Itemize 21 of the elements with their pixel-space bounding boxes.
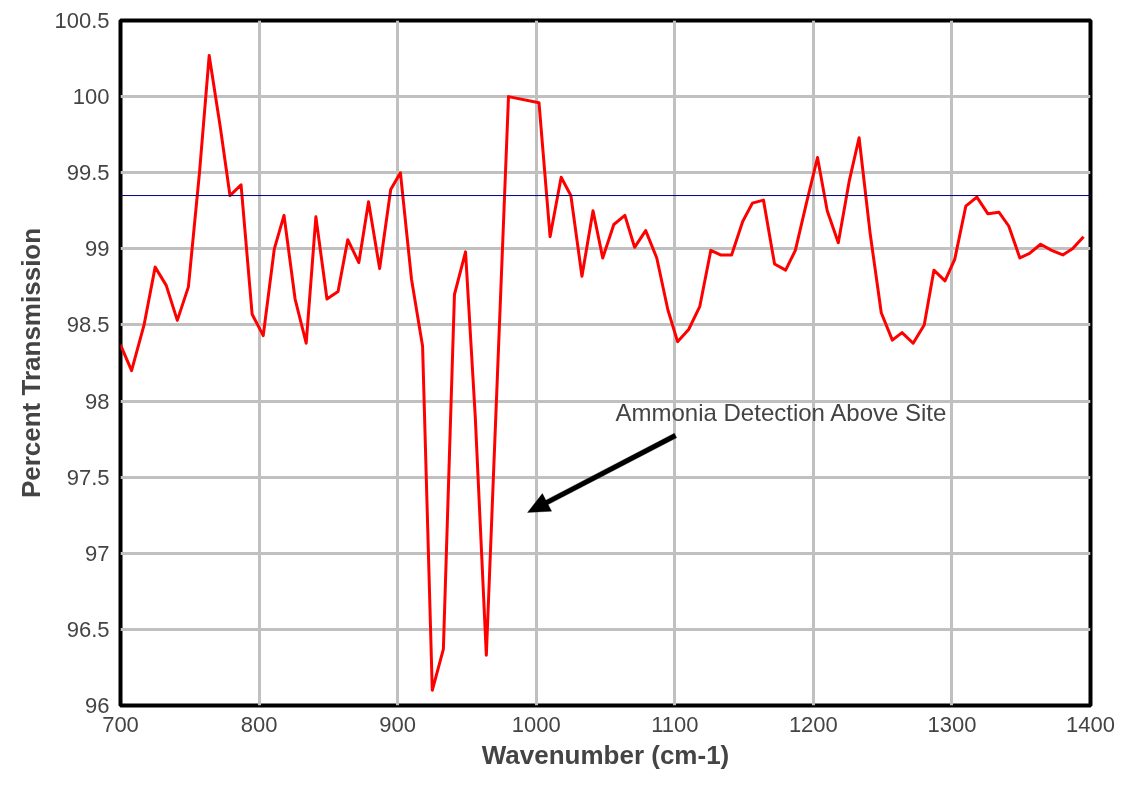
- y-tick-label: 99: [85, 236, 110, 262]
- y-axis-title: Percent Transmission: [16, 227, 47, 499]
- x-tick-label: 1100: [651, 711, 699, 737]
- y-tick-label: 99.5: [66, 160, 110, 186]
- x-tick-label: 800: [240, 711, 278, 737]
- y-tick-label: 96: [85, 693, 110, 718]
- y-tick-label: 98: [85, 388, 110, 414]
- x-tick-label: 1000: [511, 711, 561, 737]
- x-tick-label: 1400: [1066, 711, 1115, 737]
- x-tick-label: 1300: [927, 711, 977, 737]
- y-tick-label: 100: [72, 84, 110, 110]
- x-axis-title: Wavenumber (cm-1): [481, 739, 730, 770]
- x-tick-label: 900: [379, 711, 417, 737]
- x-tick-label: 1200: [788, 711, 838, 737]
- y-tick-label: 97.5: [66, 464, 110, 490]
- line-series: [120, 54, 1086, 692]
- y-tick-label: 100.5: [54, 8, 110, 33]
- y-tick-label: 96.5: [66, 616, 110, 642]
- annotation: Ammonia Detection Above Site: [615, 398, 947, 426]
- y-tick-label: 97: [85, 540, 110, 566]
- y-tick-label: 98.5: [66, 312, 110, 338]
